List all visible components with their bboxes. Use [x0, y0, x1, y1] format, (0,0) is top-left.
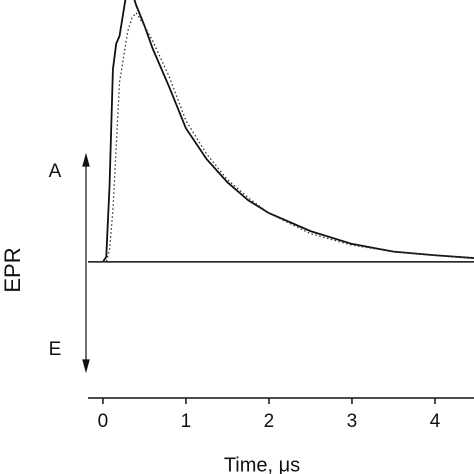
- x-tick-label: 0: [98, 411, 109, 432]
- annotation: E: [49, 339, 62, 360]
- data-line: [102, 0, 474, 263]
- plot-area: [88, 0, 474, 263]
- x-tick-label: 2: [264, 411, 275, 432]
- x-tick-label: 4: [430, 411, 441, 432]
- y-axis-label: EPR: [0, 247, 25, 292]
- annotation: A: [49, 161, 62, 182]
- data-line: [102, 11, 474, 263]
- x-axis-label: Time, μs: [224, 454, 300, 474]
- x-tick-label: 3: [347, 411, 358, 432]
- arrow: [82, 152, 90, 374]
- x-tick-label: 1: [181, 411, 192, 432]
